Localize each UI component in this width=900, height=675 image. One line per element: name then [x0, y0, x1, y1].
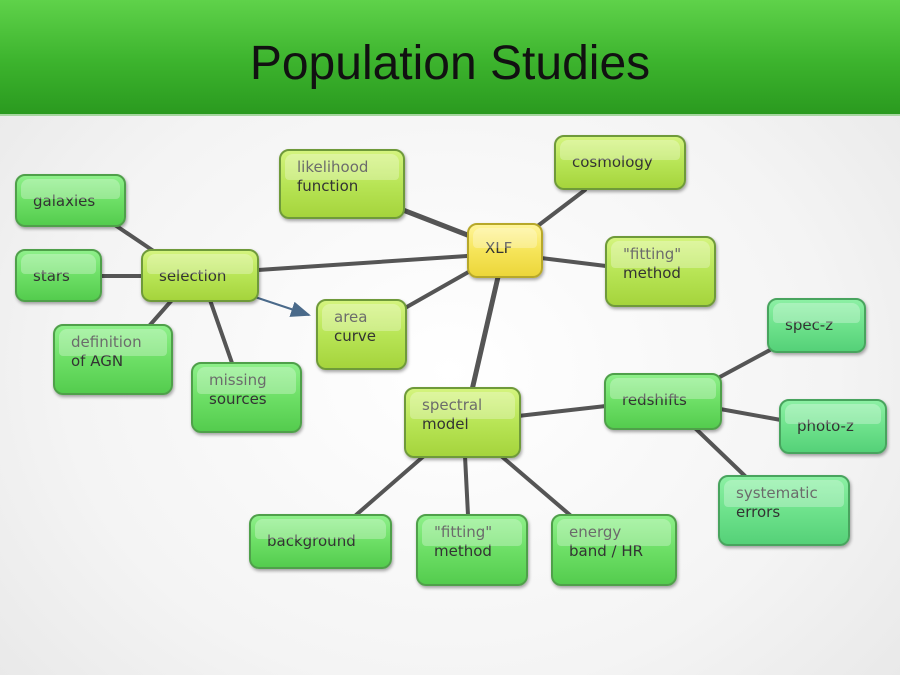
node-spectral-model: spectral model	[404, 387, 521, 458]
node-xlf: XLF	[467, 223, 543, 278]
link-spectral-redshifts	[516, 404, 608, 418]
slide-title: Population Studies	[249, 37, 651, 90]
node-area-curve: area curve	[316, 299, 407, 370]
node-cosmology: cosmology	[554, 135, 686, 190]
node-background: background	[249, 514, 392, 569]
link-xlf-area	[403, 268, 474, 310]
node-energy-band-hr: energy band / HR	[551, 514, 677, 586]
node-photo-z: photo-z	[779, 399, 887, 454]
link-redshifts-specz	[716, 348, 772, 380]
node-spec-z: spec-z	[767, 298, 866, 353]
node-fitting-method-bottom: "fitting" method	[416, 514, 528, 586]
link-xlf-fitting	[539, 256, 608, 268]
node-definition-of-agn: definition of AGN	[53, 324, 173, 395]
link-redshifts-photoz	[718, 407, 783, 422]
link-xlf-cosmology	[533, 188, 587, 230]
node-systematic-errors: systematic errors	[718, 475, 850, 546]
node-missing-sources: missing sources	[191, 362, 302, 433]
link-selection-agn	[148, 298, 174, 327]
node-fitting-method-top: "fitting" method	[605, 236, 716, 307]
link-spectral-background	[354, 453, 427, 517]
link-selection-missing	[208, 298, 234, 365]
link-spectral-energy	[498, 453, 572, 517]
link-xlf-spectral	[469, 274, 501, 393]
link-redshifts-systematic	[693, 426, 747, 478]
node-galaxies: galaxies	[15, 174, 126, 227]
arrow-selection-area	[254, 296, 311, 317]
link-xlf-likelihood	[400, 207, 473, 239]
link-spectral-fitting	[463, 454, 470, 517]
node-redshifts: redshifts	[604, 373, 722, 430]
node-stars: stars	[15, 249, 102, 302]
link-xlf-selection	[256, 254, 469, 272]
slide-header: Population Studies	[0, 0, 900, 116]
node-selection: selection	[141, 249, 259, 302]
link-selection-galaxies	[113, 223, 157, 254]
node-likelihood-function: likelihood function	[279, 149, 405, 219]
